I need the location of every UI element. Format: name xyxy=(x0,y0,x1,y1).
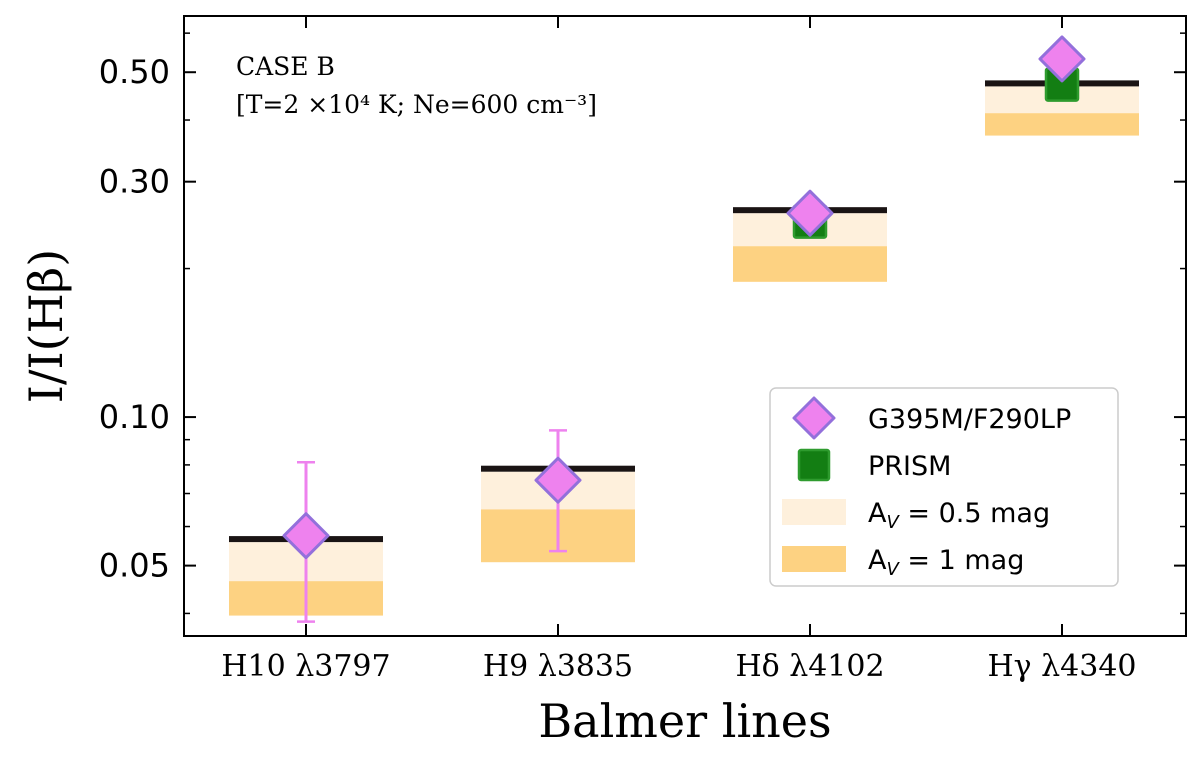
annotation-case: CASE B xyxy=(236,52,335,81)
g395m-marker-2 xyxy=(786,189,834,237)
legend-av05-label: AV = 0.5 mag xyxy=(868,498,1050,533)
annotation-conditions: [T=2 ×10⁴ K; Ne=600 cm⁻³] xyxy=(236,90,597,119)
legend-g395m-marker xyxy=(792,396,836,440)
legend-av1-swatch xyxy=(782,546,846,572)
plot-frame xyxy=(183,15,1187,637)
legend-frame xyxy=(769,387,1119,587)
x-tick-label-0: H10 λ3797 xyxy=(221,649,390,684)
x-tick-label-3: Hγ λ4340 xyxy=(988,649,1137,684)
g395m-marker-1 xyxy=(534,456,582,504)
y-axis-label: I/I(Hβ) xyxy=(19,249,73,403)
g395m-marker-0 xyxy=(282,512,330,560)
y-tick-label-2: 0.30 xyxy=(99,163,170,201)
legend-av05-swatch xyxy=(782,499,846,525)
legend-av1-label: AV = 1 mag xyxy=(868,545,1024,580)
legend-prism-label: PRISM xyxy=(868,451,951,482)
y-tick-label-1: 0.10 xyxy=(99,398,170,436)
band-av1-2 xyxy=(733,246,887,282)
x-axis-label: Balmer lines xyxy=(538,694,831,748)
x-tick-label-1: H9 λ3835 xyxy=(483,649,633,684)
axis-ticks: 0.05 0.10 0.30 0.50 H10 λ3797 H9 λ3835 Hδ λ410… xyxy=(99,16,1186,684)
legend-prism-marker xyxy=(797,448,831,482)
y-tick-label-0: 0.05 xyxy=(99,547,170,585)
y-tick-label-3: 0.50 xyxy=(99,53,170,91)
g395m-marker-3 xyxy=(1038,35,1086,83)
data-markers xyxy=(282,35,1086,560)
legend-g395m-label: G395M/F290LP xyxy=(868,404,1071,435)
band-av1-3 xyxy=(985,113,1139,136)
x-tick-label-2: Hδ λ4102 xyxy=(735,649,884,684)
legend: G395M/F290LP PRISM AV = 0.5 mag AV = 1 mag xyxy=(769,387,1119,587)
